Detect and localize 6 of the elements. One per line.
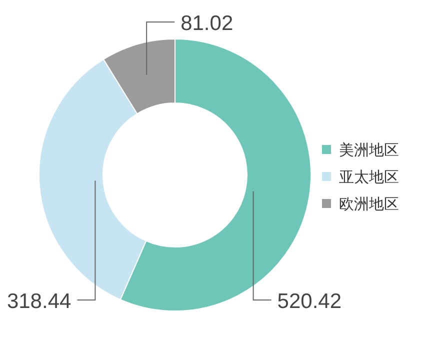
legend-label: 美洲地区 — [339, 142, 399, 159]
data-label: 318.44 — [6, 290, 72, 313]
data-label: 81.02 — [180, 12, 234, 35]
data-label: 520.42 — [277, 290, 342, 313]
legend-label: 亚太地区 — [339, 169, 399, 186]
legend-label: 欧洲地区 — [339, 196, 399, 213]
